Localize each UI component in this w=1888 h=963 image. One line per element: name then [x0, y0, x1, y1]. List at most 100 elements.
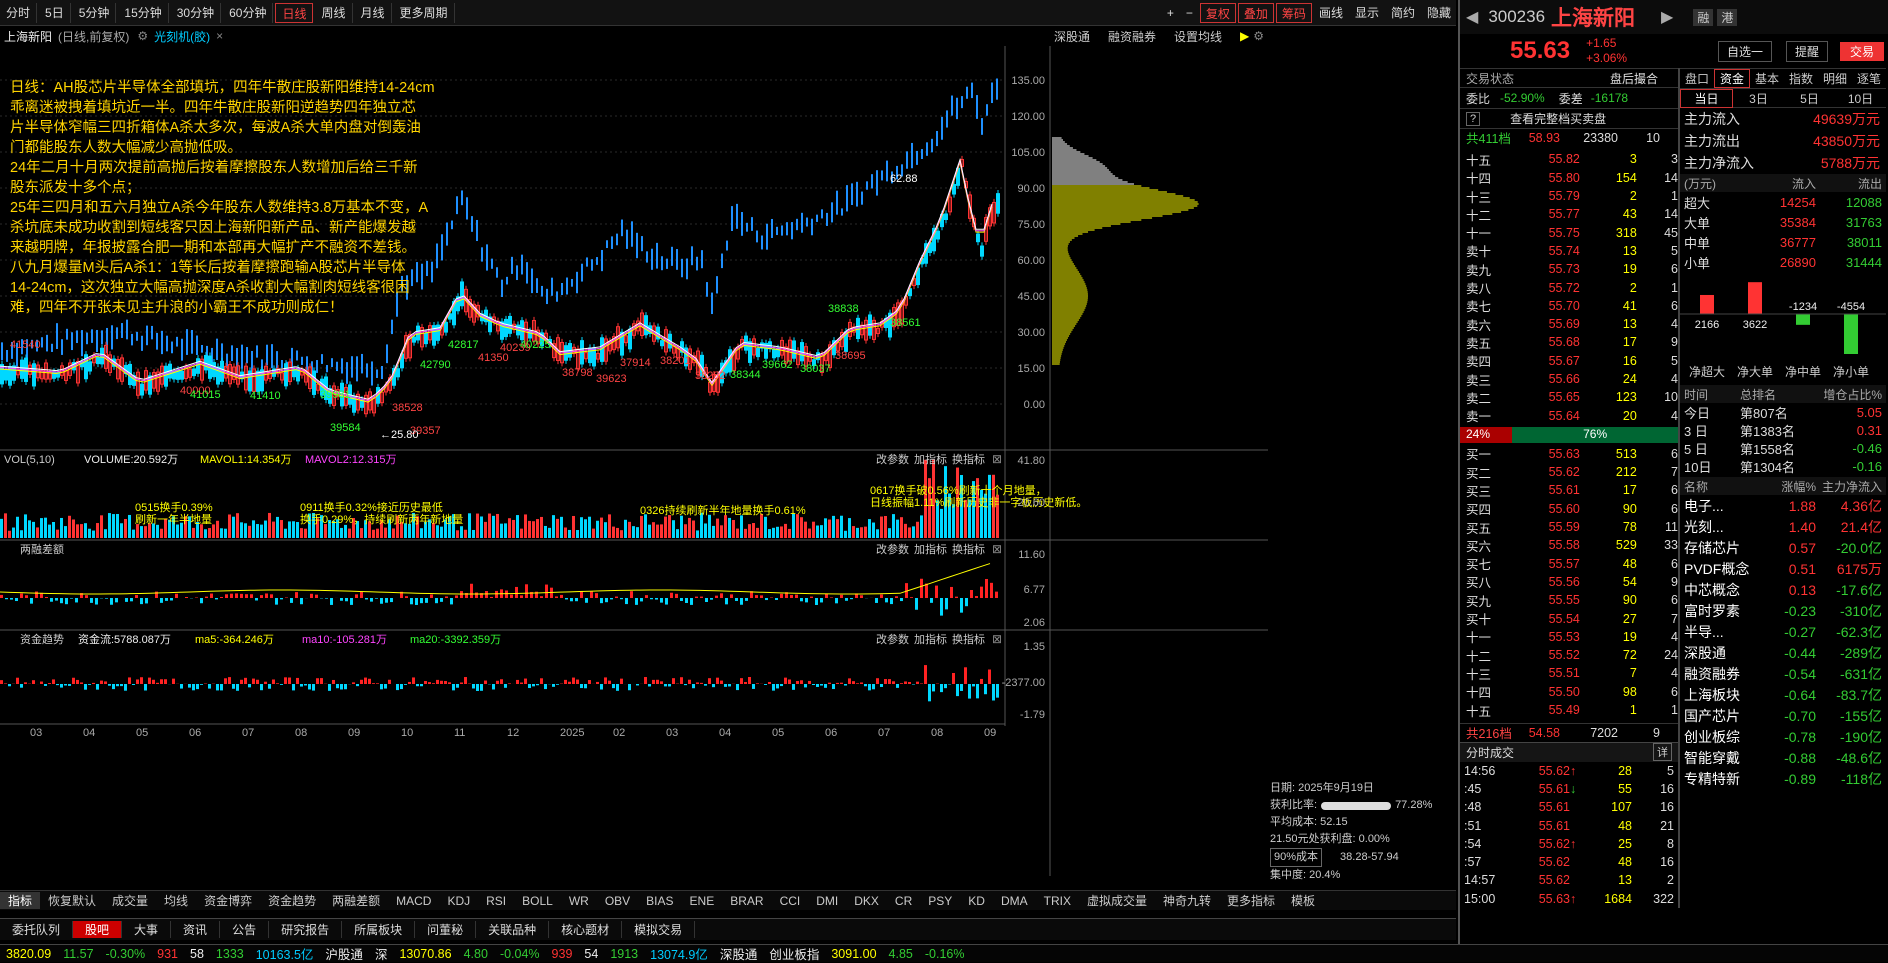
indicator-tab[interactable]: 资金博弈: [196, 892, 260, 909]
full-book-row[interactable]: ? 查看完整档买卖盘: [1460, 108, 1678, 128]
period-0[interactable]: 分时: [0, 3, 37, 23]
indicator-tab[interactable]: OBV: [597, 894, 638, 908]
prev-stock-icon[interactable]: ◀: [1466, 7, 1478, 27]
close-icon[interactable]: ⊠: [992, 452, 1002, 466]
info-tab[interactable]: 模拟交易: [622, 921, 695, 938]
toolbar-btn-7[interactable]: 简约: [1386, 3, 1420, 23]
chip-cost-select[interactable]: 90%成本: [1270, 848, 1322, 867]
info-tab[interactable]: 大事: [122, 921, 171, 938]
indicator-tab[interactable]: ENE: [682, 894, 723, 908]
flow-period[interactable]: 10日: [1835, 90, 1886, 107]
sector-row[interactable]: 半导...-0.27-62.3亿: [1680, 621, 1886, 642]
flow-period[interactable]: 5日: [1784, 90, 1835, 107]
watchlist-button[interactable]: 自选一: [1718, 41, 1772, 62]
panel-tool[interactable]: 换指标: [952, 542, 985, 556]
flow-tab[interactable]: 盘口: [1680, 70, 1714, 87]
flow-tab[interactable]: 指数: [1784, 70, 1818, 87]
sector-row[interactable]: 融资融券-0.54-631亿: [1680, 663, 1886, 684]
period-3[interactable]: 15分钟: [118, 3, 168, 23]
sector-row[interactable]: 深股通-0.44-289亿: [1680, 642, 1886, 663]
period-1[interactable]: 5日: [39, 3, 71, 23]
period-2[interactable]: 5分钟: [73, 3, 117, 23]
indicator-tab[interactable]: DMA: [993, 894, 1036, 908]
toolbar-btn-4[interactable]: 筹码: [1276, 3, 1312, 23]
toolbar-btn-6[interactable]: 显示: [1350, 3, 1384, 23]
indicator-tab[interactable]: RSI: [478, 894, 514, 908]
info-tab[interactable]: 委托队列: [0, 921, 73, 938]
indicator-tab[interactable]: 资金趋势: [260, 892, 324, 909]
info-tab[interactable]: 所属板块: [342, 921, 415, 938]
indicator-tab[interactable]: WR: [561, 894, 597, 908]
panel-tool[interactable]: 加指标: [914, 542, 947, 556]
close-icon[interactable]: ×: [216, 29, 223, 43]
indicator-tab[interactable]: PSY: [920, 894, 960, 908]
toolbar-btn-0[interactable]: +: [1162, 3, 1179, 23]
indicator-tab[interactable]: KDJ: [439, 894, 478, 908]
sector-row[interactable]: 专精特新-0.89-118亿: [1680, 768, 1886, 789]
period-9[interactable]: 更多周期: [394, 3, 455, 23]
indicator-tab[interactable]: DMI: [808, 894, 846, 908]
period-7[interactable]: 周线: [315, 3, 352, 23]
gear-icon[interactable]: ⚙: [137, 29, 148, 43]
link-hgt[interactable]: 深股通: [1054, 28, 1090, 45]
next-stock-icon[interactable]: ▶: [1661, 7, 1673, 27]
indicator-tab[interactable]: TRIX: [1036, 894, 1079, 908]
indicator-tab[interactable]: 指标: [0, 892, 40, 909]
sector-row[interactable]: 智能穿戴-0.88-48.6亿: [1680, 747, 1886, 768]
info-tab[interactable]: 研究报告: [269, 921, 342, 938]
sector-row[interactable]: 富时罗素-0.23-310亿: [1680, 600, 1886, 621]
toolbar-btn-8[interactable]: 隐藏: [1422, 3, 1456, 23]
close-icon[interactable]: ⊠: [992, 542, 1002, 556]
indicator-tab[interactable]: 模板: [1283, 892, 1323, 909]
period-8[interactable]: 月线: [355, 3, 392, 23]
panel-tool[interactable]: 改参数: [876, 542, 909, 556]
indicator-tab[interactable]: 均线: [156, 892, 196, 909]
indicator-tab[interactable]: BIAS: [638, 894, 681, 908]
panel-tool[interactable]: 换指标: [952, 632, 985, 646]
panel-tool[interactable]: 换指标: [952, 452, 985, 466]
gear-icon[interactable]: ⚙: [1253, 29, 1264, 43]
info-tab[interactable]: 股吧: [73, 921, 122, 938]
panel-tool[interactable]: 加指标: [914, 632, 947, 646]
sector-row[interactable]: 上海板块-0.64-83.7亿: [1680, 684, 1886, 705]
toolbar-btn-5[interactable]: 画线: [1314, 3, 1348, 23]
indicator-tab[interactable]: BOLL: [514, 894, 561, 908]
close-icon[interactable]: ⊠: [992, 632, 1002, 646]
panel-tool[interactable]: 加指标: [914, 452, 947, 466]
link-ma-settings[interactable]: 设置均线: [1174, 28, 1222, 45]
indicator-tab[interactable]: 两融差额: [324, 892, 388, 909]
period-5[interactable]: 60分钟: [223, 3, 273, 23]
toolbar-btn-1[interactable]: −: [1181, 3, 1198, 23]
flow-period[interactable]: 当日: [1680, 89, 1733, 108]
indicator-tab[interactable]: CCI: [772, 894, 809, 908]
indicator-tab[interactable]: DKX: [846, 894, 887, 908]
toolbar-btn-2[interactable]: 复权: [1200, 3, 1236, 23]
play-icon[interactable]: ▶: [1240, 29, 1249, 43]
sector-row[interactable]: 国产芯片-0.70-155亿: [1680, 705, 1886, 726]
ticks-detail-button[interactable]: 详: [1653, 743, 1672, 761]
flow-tab[interactable]: 逐笔: [1852, 70, 1886, 87]
period-6[interactable]: 日线: [275, 3, 313, 23]
sector-row[interactable]: 创业板综-0.78-190亿: [1680, 726, 1886, 747]
concept-tag[interactable]: 光刻机(胶): [154, 28, 210, 45]
indicator-tab[interactable]: 虚拟成交量: [1079, 892, 1155, 909]
help-icon[interactable]: ?: [1466, 112, 1480, 126]
full-book-button[interactable]: 查看完整档买卖盘: [1510, 110, 1606, 127]
indicator-tab[interactable]: 更多指标: [1219, 892, 1283, 909]
info-tab[interactable]: 核心题材: [549, 921, 622, 938]
indicator-tab[interactable]: 恢复默认: [40, 892, 104, 909]
link-margin[interactable]: 融资融券: [1108, 28, 1156, 45]
flow-period[interactable]: 3日: [1733, 90, 1784, 107]
indicator-tab[interactable]: CR: [887, 894, 920, 908]
info-tab[interactable]: 公告: [220, 921, 269, 938]
flow-tab[interactable]: 明细: [1818, 70, 1852, 87]
info-tab[interactable]: 资讯: [171, 921, 220, 938]
toolbar-btn-3[interactable]: 叠加: [1238, 3, 1274, 23]
indicator-tab[interactable]: BRAR: [722, 894, 771, 908]
panel-tool[interactable]: 改参数: [876, 452, 909, 466]
